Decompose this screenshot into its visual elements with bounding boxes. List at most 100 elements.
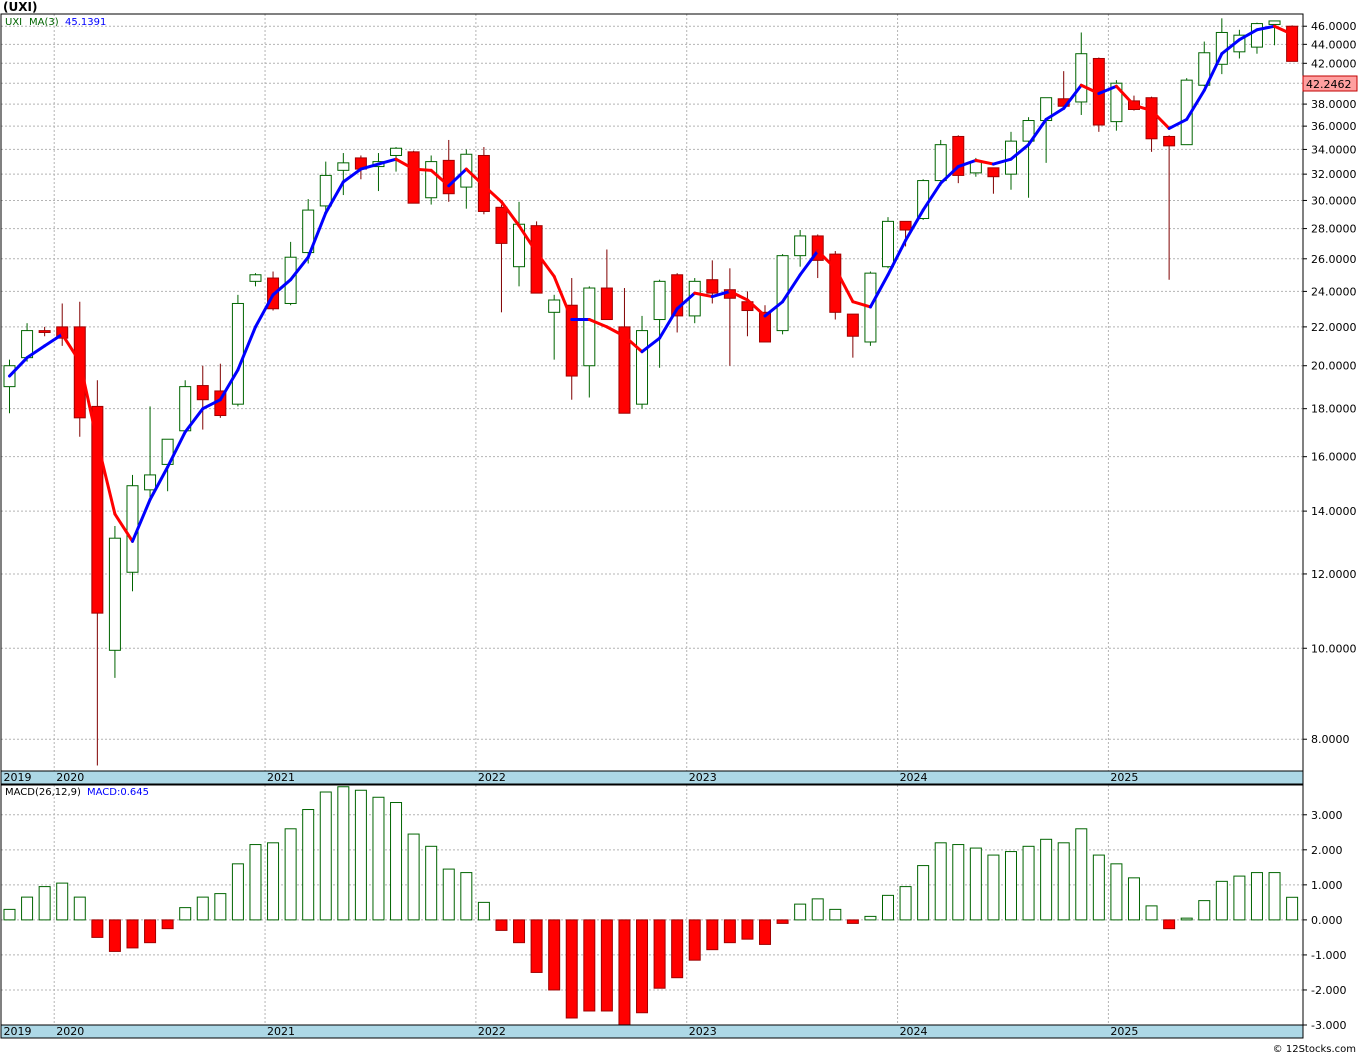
macd-bar — [530, 919, 543, 973]
macd-bar — [337, 786, 350, 921]
ma-segment — [306, 211, 328, 259]
candle-body — [1145, 97, 1158, 140]
candle — [1163, 135, 1176, 280]
macd-tick-label: -1.000 — [1311, 949, 1346, 962]
macd-date-label: 2022 — [478, 1025, 506, 1038]
ma-segment — [289, 255, 310, 282]
macd-bar — [1233, 875, 1246, 921]
macd-bar — [952, 844, 965, 921]
macd-bar — [1092, 854, 1105, 921]
ma-segment — [833, 266, 855, 304]
ma-segment — [693, 291, 714, 299]
macd-bar — [249, 844, 262, 921]
candle-body — [829, 253, 842, 313]
candle-body — [495, 206, 508, 244]
macd-tick-label: 2.000 — [1311, 844, 1343, 857]
ma-segment — [447, 167, 468, 188]
ma-segment — [640, 336, 662, 354]
candle — [759, 305, 772, 343]
candle-body — [337, 162, 350, 171]
chart-title: (UXI) — [3, 0, 37, 14]
candle-body — [548, 299, 561, 313]
macd-bar — [899, 886, 912, 921]
ma-segment — [482, 184, 503, 204]
price-date-label: 2023 — [689, 771, 717, 784]
macd-bar — [934, 842, 947, 921]
ma-segment — [341, 167, 363, 184]
macd-bar — [372, 796, 385, 921]
macd-axis: 3.000 2.000 1.000 0.000 -1.000 -2.000 -3.000 — [1303, 809, 1346, 1032]
candle — [1198, 41, 1211, 87]
macd-bar — [38, 886, 51, 921]
price-tick-label: 22.0000 — [1311, 321, 1357, 334]
macd-bar — [319, 791, 332, 921]
price-date-label: 2022 — [478, 771, 506, 784]
ma-segment — [587, 318, 609, 329]
macd-bar — [495, 919, 508, 931]
macd-date-labels: 2019 2020 2021 2022 2023 2024 2025 — [4, 1025, 1139, 1038]
candle-body — [390, 147, 403, 156]
candle — [196, 365, 209, 430]
candle-body — [1268, 20, 1281, 25]
macd-bar — [196, 896, 209, 921]
macd-bar — [1057, 842, 1070, 921]
legend-ma-label: MA(3) — [29, 17, 59, 28]
macd-date-label: 2019 — [4, 1025, 32, 1038]
price-legend: UXI MA(3) 45.1391 — [5, 17, 106, 28]
ma-segment — [1079, 83, 1101, 96]
candle-body — [73, 326, 86, 419]
candlesticks — [3, 18, 1299, 766]
candle-body — [811, 235, 824, 261]
macd-date-label: 2023 — [689, 1025, 717, 1038]
candle — [653, 279, 666, 368]
legend-ma-value: 45.1391 — [65, 17, 106, 28]
candle-body — [425, 161, 438, 199]
candle-body — [952, 135, 965, 176]
macd-legend-value: MACD:0.645 — [87, 787, 149, 798]
candle — [1250, 22, 1263, 54]
candle-body — [407, 151, 420, 204]
ma-segment — [921, 181, 943, 212]
ma-segment — [218, 368, 240, 402]
candle-body — [706, 279, 719, 294]
macd-bar — [161, 919, 174, 930]
price-tick-label: 28.0000 — [1311, 223, 1357, 236]
candle — [38, 326, 51, 337]
macd-bar — [442, 868, 455, 921]
candle — [565, 278, 578, 400]
candle-body — [794, 235, 807, 257]
ma-segment — [1114, 84, 1136, 107]
candle — [811, 234, 824, 279]
legend-symbol: UXI — [5, 17, 22, 28]
macd-date-label: 2025 — [1110, 1025, 1138, 1038]
ma-segment — [271, 278, 293, 297]
candle-body — [1250, 23, 1263, 48]
macd-bar — [987, 854, 1000, 921]
ma-segment — [886, 238, 908, 277]
ma-segment — [974, 158, 995, 166]
candle-body — [934, 144, 947, 182]
ma-segment — [622, 334, 644, 354]
macd-bar — [829, 908, 842, 921]
ma-segment — [464, 167, 486, 188]
candle-body — [319, 174, 332, 207]
macd-legend-label: MACD(26,12,9) — [5, 787, 81, 798]
ma-segment — [816, 249, 837, 270]
price-tick-label: 38.0000 — [1311, 98, 1357, 111]
macd-tick-label: 1.000 — [1311, 879, 1343, 892]
macd-bar — [548, 919, 561, 991]
ma-segment — [1255, 24, 1277, 32]
candle-body — [477, 154, 490, 212]
macd-date-axis: 2019 2020 2021 2022 2023 2024 2025 — [0, 1024, 1304, 1039]
candle-body — [1198, 52, 1211, 86]
candle-body — [671, 274, 684, 317]
macd-bar — [723, 919, 736, 944]
last-price-value: 42.2462 — [1306, 78, 1352, 91]
candle-body — [38, 330, 51, 333]
ma-segment — [1009, 143, 1031, 161]
ma-segment — [1132, 103, 1154, 113]
ma-segment — [1097, 84, 1118, 96]
price-tick-label: 44.0000 — [1311, 38, 1357, 51]
price-date-label: 2021 — [267, 771, 295, 784]
